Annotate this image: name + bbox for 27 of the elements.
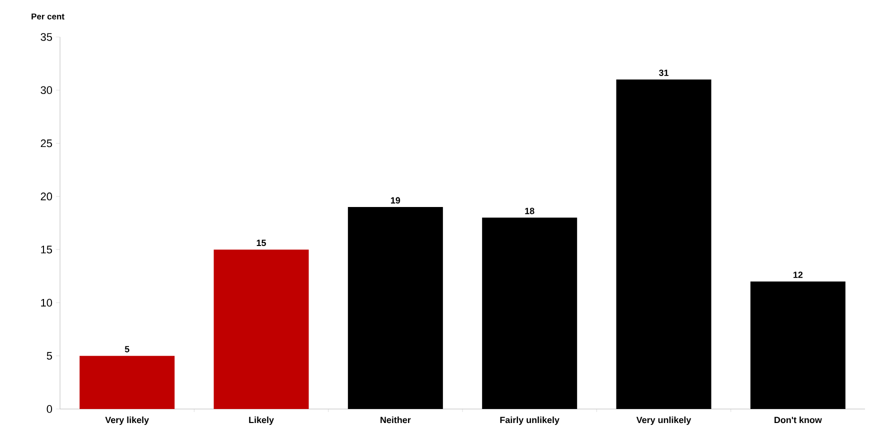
- bar: [616, 80, 712, 409]
- y-axis-title: Per cent: [32, 14, 64, 20]
- y-tick-label: 5: [46, 352, 52, 360]
- bar: [214, 250, 309, 409]
- x-tick-label: Likely: [249, 416, 274, 425]
- data-label: 12: [794, 272, 803, 278]
- data-label: 15: [256, 240, 266, 246]
- x-tick-label: Neither: [380, 416, 411, 424]
- y-tick-label: 35: [40, 33, 52, 41]
- x-tick-label: Fairly unlikely: [500, 416, 560, 425]
- y-tick-label: 0: [46, 405, 52, 413]
- bar: [348, 207, 443, 409]
- data-label: 19: [390, 197, 400, 204]
- data-label: 18: [525, 208, 534, 214]
- y-tick-label: 20: [40, 192, 52, 200]
- bar: [750, 281, 846, 409]
- bar: [80, 356, 175, 409]
- data-label: 31: [658, 70, 668, 76]
- x-tick-label: Very likely: [105, 416, 149, 425]
- y-tick-label: 30: [40, 86, 52, 94]
- data-label: 5: [124, 346, 130, 352]
- x-tick-label: Very unlikely: [636, 416, 692, 425]
- y-tick-label: 10: [41, 298, 52, 307]
- y-tick-label: 25: [40, 139, 52, 148]
- bar: [482, 218, 578, 409]
- y-tick-label: 15: [41, 246, 52, 254]
- x-tick-label: Don't know: [774, 416, 822, 424]
